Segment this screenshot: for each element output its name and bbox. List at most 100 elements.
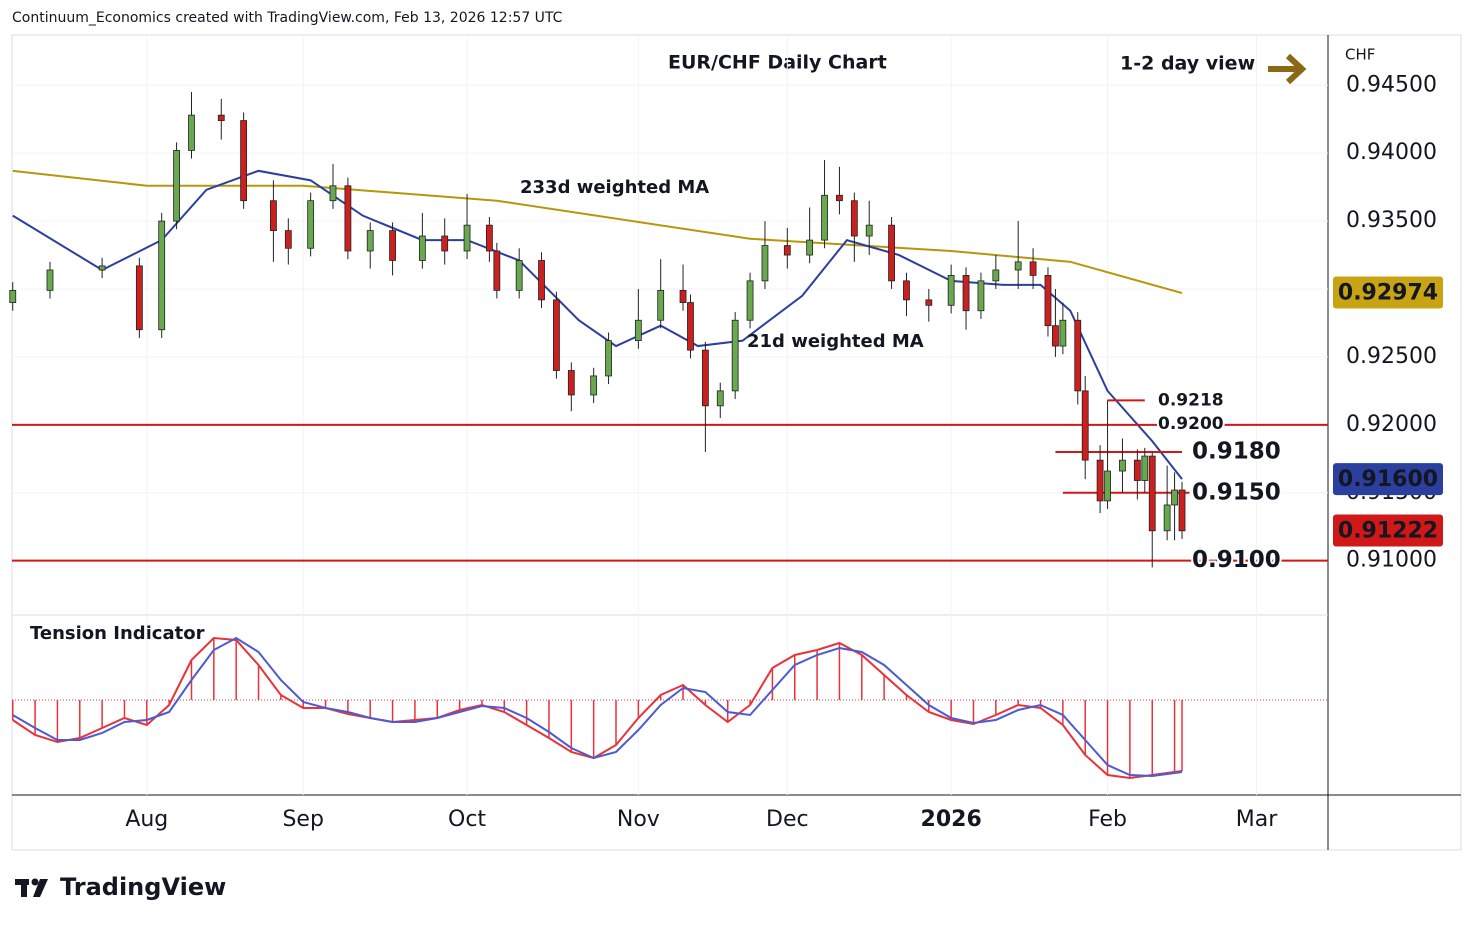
candle-body bbox=[1148, 455, 1156, 532]
y-tick-label: 0.93500 bbox=[1346, 208, 1437, 233]
candle-body bbox=[1052, 325, 1059, 347]
candle-body bbox=[836, 194, 843, 202]
candle-body bbox=[463, 224, 471, 252]
candle-body bbox=[173, 150, 180, 222]
candle-body bbox=[329, 185, 337, 202]
candle-body bbox=[590, 375, 598, 396]
candle-body bbox=[1029, 261, 1037, 276]
candle-body bbox=[270, 200, 277, 231]
y-tick-label: 0.94500 bbox=[1346, 72, 1437, 97]
candle-body bbox=[977, 280, 985, 312]
x-tick-label: Dec bbox=[766, 807, 809, 832]
candle-body bbox=[1044, 275, 1052, 327]
candle-body bbox=[865, 224, 873, 237]
candle-body bbox=[1171, 489, 1178, 506]
price-tag bbox=[1333, 514, 1443, 547]
candle-body bbox=[1014, 261, 1022, 271]
price-tag-label: 0.92974 bbox=[1338, 281, 1438, 306]
candle-body bbox=[366, 230, 374, 252]
candle-body bbox=[925, 299, 933, 306]
candle-body bbox=[217, 114, 225, 121]
y-tick-label: 0.91000 bbox=[1346, 548, 1437, 573]
candle-body bbox=[1104, 470, 1111, 502]
indicator-line bbox=[12, 636, 1183, 778]
logo bbox=[15, 878, 48, 897]
candle-body bbox=[1074, 319, 1082, 392]
candle-body bbox=[493, 250, 501, 291]
x-tick-label: Oct bbox=[448, 807, 486, 832]
chart-title: EUR/CHF Daily Chart bbox=[668, 52, 887, 74]
candle-body bbox=[806, 239, 814, 256]
candle-body bbox=[1163, 504, 1171, 532]
candle-body bbox=[418, 235, 426, 261]
arrow bbox=[1268, 53, 1307, 85]
y-tick-label: 0.92500 bbox=[1346, 344, 1437, 369]
candle-body bbox=[992, 269, 1000, 282]
candle-body bbox=[284, 230, 292, 249]
currency: CHF bbox=[1345, 46, 1375, 64]
candle-body bbox=[98, 265, 106, 271]
candle-body bbox=[1096, 459, 1104, 502]
candle-body bbox=[634, 319, 642, 342]
price-tag bbox=[1333, 463, 1443, 496]
candle-body bbox=[567, 370, 575, 396]
candle-body bbox=[903, 280, 910, 301]
candle-body bbox=[389, 230, 396, 261]
candle-body bbox=[553, 299, 560, 371]
price-tag-label: 0.91600 bbox=[1338, 467, 1438, 492]
candle-body bbox=[761, 245, 769, 282]
candle-body bbox=[1081, 390, 1089, 461]
level-label: 0.9180 bbox=[1192, 439, 1281, 465]
candle-body bbox=[158, 220, 166, 331]
candle-body bbox=[1141, 455, 1149, 481]
price-tag bbox=[1333, 276, 1443, 309]
logo-text: TradingView bbox=[60, 873, 226, 901]
x-tick-label: Feb bbox=[1088, 807, 1127, 832]
level-label: 0.9218 bbox=[1158, 390, 1224, 410]
candle-body bbox=[344, 185, 352, 252]
candle-body bbox=[731, 319, 739, 392]
indicator-line bbox=[12, 636, 1183, 780]
candle-body bbox=[1119, 459, 1126, 472]
candle-body bbox=[888, 224, 895, 282]
y-tick-label: 0.94000 bbox=[1346, 140, 1437, 165]
candle-body bbox=[701, 349, 709, 407]
x-tick-label: 2026 bbox=[921, 807, 982, 832]
subtitle: 1-2 day view bbox=[1120, 53, 1255, 75]
candle-body bbox=[605, 340, 612, 377]
candle-body bbox=[538, 260, 545, 301]
candle-body bbox=[657, 289, 665, 321]
y-tick-label: 0.92000 bbox=[1346, 412, 1437, 437]
ma-label: 21d weighted MA bbox=[747, 331, 924, 352]
candle-body bbox=[850, 200, 858, 237]
candle-body bbox=[1133, 459, 1141, 481]
moving-average bbox=[12, 169, 1183, 295]
level-label: 0.9100 bbox=[1192, 547, 1281, 573]
candle-body bbox=[441, 235, 449, 252]
candle-body bbox=[746, 280, 754, 321]
x-tick-label: Sep bbox=[282, 807, 323, 832]
candle-body bbox=[307, 200, 315, 249]
candle-body bbox=[1178, 489, 1186, 532]
x-tick-label: Mar bbox=[1236, 807, 1278, 832]
candle-body bbox=[1059, 319, 1067, 347]
candle-body bbox=[687, 302, 694, 351]
candle-body bbox=[9, 289, 17, 303]
x-tick-label: Aug bbox=[125, 807, 168, 832]
candle-body bbox=[515, 260, 523, 291]
ma-label: 233d weighted MA bbox=[520, 177, 709, 198]
candle-body bbox=[783, 245, 791, 256]
level-label: 0.9200 bbox=[1158, 414, 1224, 434]
moving-average bbox=[12, 169, 1183, 480]
indicator-title: Tension Indicator bbox=[30, 623, 205, 644]
candle-body bbox=[485, 224, 493, 252]
candle-body bbox=[679, 289, 687, 303]
candle-body bbox=[240, 120, 248, 202]
candle-body bbox=[46, 269, 54, 291]
candle-body bbox=[821, 194, 828, 241]
candle-body bbox=[716, 390, 724, 407]
level-label: 0.9150 bbox=[1192, 479, 1281, 505]
candle-body bbox=[135, 265, 143, 331]
candle-body bbox=[962, 275, 970, 312]
